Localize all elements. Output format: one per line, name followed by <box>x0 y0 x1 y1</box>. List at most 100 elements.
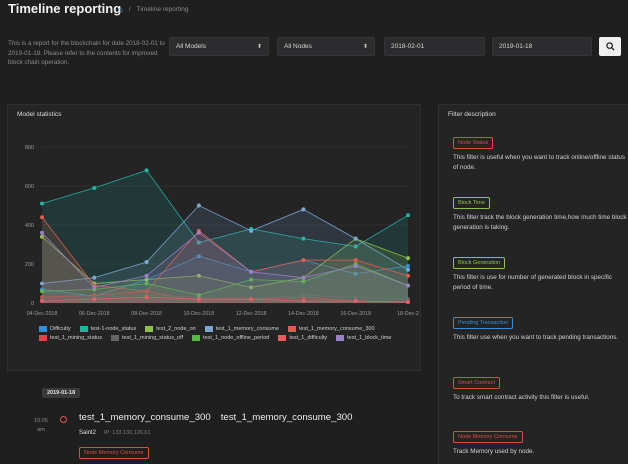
legend-item[interactable]: test_2_node_on <box>145 325 196 333</box>
data-point <box>144 273 149 278</box>
filter-tag[interactable]: Block Time <box>453 197 490 209</box>
breadcrumb: ⌂ / Timeline reporting <box>118 5 188 14</box>
data-point <box>144 281 149 286</box>
legend-swatch <box>79 326 88 332</box>
data-point <box>144 260 149 265</box>
legend-swatch <box>288 326 296 332</box>
date-from-input[interactable]: 2018-02-01 <box>384 37 485 56</box>
model-select[interactable]: All Models ⬍ <box>169 37 269 56</box>
data-point <box>40 230 44 235</box>
legend-item[interactable]: test_1_mining_status <box>39 334 102 342</box>
series-area <box>42 291 408 303</box>
data-point <box>196 230 201 235</box>
data-point <box>249 269 254 274</box>
data-point <box>353 271 358 276</box>
legend-label: test_2_node_on <box>156 326 196 332</box>
node-select[interactable]: All Nodes ⬍ <box>277 37 375 56</box>
caret-updown-icon: ⬍ <box>256 44 262 50</box>
legend-swatch <box>110 335 119 341</box>
data-point <box>353 236 358 241</box>
breadcrumb-separator: / <box>128 6 131 13</box>
data-point <box>144 277 149 282</box>
data-point <box>301 236 306 241</box>
filter-panel-title: Filter description <box>448 111 496 118</box>
data-point <box>196 273 201 278</box>
filter-tag[interactable]: Node Memory Consume <box>453 431 523 443</box>
filter-item: Pending Transaction This filter use when … <box>453 317 627 343</box>
data-point <box>196 254 201 259</box>
legend-item[interactable]: test_1_memory_consume <box>204 325 279 333</box>
series-line <box>41 236 409 288</box>
series-area <box>42 264 408 303</box>
date-to-value: 2019-01-18 <box>499 43 533 50</box>
page-title: Timeline reporting <box>8 1 122 16</box>
timeline-title-b: test_1_memory_consume_300 <box>220 412 353 423</box>
legend-item[interactable]: test_1_block_time <box>336 334 391 342</box>
legend-swatch <box>39 335 47 341</box>
search-button[interactable] <box>599 37 621 56</box>
x-tick-label: 16-Dec-2018 <box>340 311 371 317</box>
report-intro: This is a report for the blockchain for … <box>8 40 165 67</box>
filter-tag[interactable]: Node Status <box>453 137 494 149</box>
legend-swatch <box>145 326 154 332</box>
legend-item[interactable]: Difficulty <box>39 325 71 333</box>
timeline-tag[interactable]: Node Memory Consume <box>79 447 149 459</box>
timeline-time-ampm: am <box>37 427 45 433</box>
legend-item[interactable]: test_1_memory_consume_300 <box>288 325 375 333</box>
data-point <box>406 283 410 288</box>
legend-label: test_1_block_time <box>347 335 392 341</box>
legend-item[interactable]: test_1_node_offline_period <box>192 334 269 342</box>
series-line <box>41 296 409 303</box>
data-point <box>196 293 201 298</box>
home-icon[interactable]: ⌂ <box>118 5 123 14</box>
legend-label: test_1_memory_consume_300 <box>299 326 375 332</box>
timeline-time: 10:05 am <box>34 417 48 435</box>
legend-label: test_1_mining_status <box>50 335 102 341</box>
data-point <box>196 203 201 208</box>
data-point <box>196 297 201 302</box>
data-point <box>301 293 306 298</box>
legend-swatch <box>278 335 287 341</box>
filter-description: To track smart contract activity this fi… <box>453 394 590 401</box>
legend-label: test_1_mining_status_off <box>121 335 184 341</box>
filter-tag[interactable]: Smart Contract <box>453 377 500 389</box>
data-point <box>144 168 149 173</box>
data-point <box>406 263 410 268</box>
filter-item: Node Status This filter is useful when yo… <box>453 137 627 173</box>
data-point <box>301 207 306 212</box>
data-point <box>40 215 44 220</box>
data-point <box>92 275 97 280</box>
chart-legend: Difficulty test-1-node_status test_2_node_… <box>39 325 419 342</box>
y-tick-label: 0 <box>31 301 34 307</box>
legend-item[interactable]: test_1_mining_status_off <box>110 334 184 342</box>
data-point <box>406 213 410 218</box>
legend-label: test-1-node_status <box>90 326 137 332</box>
filter-description-panel: Filter description Node Status This filte… <box>438 104 628 464</box>
series-line <box>41 204 409 284</box>
model-select-value: All Models <box>176 43 206 50</box>
filter-tag[interactable]: Pending Transaction <box>453 317 514 329</box>
legend-swatch <box>204 326 213 332</box>
date-to-input[interactable]: 2019-01-18 <box>492 37 592 56</box>
legend-swatch <box>192 335 201 341</box>
data-point <box>249 228 254 233</box>
filter-tag[interactable]: Block Generation <box>453 257 506 269</box>
filter-description: This filter is useful when you want to t… <box>453 154 626 171</box>
data-point <box>353 299 358 304</box>
model-statistics-panel: Model statistics 0 200 400 600 800 04-Dec-201… <box>7 104 421 371</box>
series-line <box>41 255 409 297</box>
timeline-date-badge: 2019-01-18 <box>42 388 81 398</box>
legend-item[interactable]: test_1_difficulty <box>278 334 327 342</box>
data-point <box>301 299 306 304</box>
filter-item: Block Time This filter track the block ge… <box>453 197 627 233</box>
data-point <box>406 267 410 272</box>
data-point <box>92 185 97 190</box>
x-tick-label: 08-Dec-2018 <box>131 311 162 317</box>
x-tick-label: 14-Dec-2018 <box>288 311 319 317</box>
data-point <box>144 295 149 300</box>
node-select-value: All Nodes <box>284 43 312 50</box>
data-point <box>249 297 254 302</box>
y-tick-label: 600 <box>25 184 34 190</box>
legend-item[interactable]: test-1-node_status <box>79 325 137 333</box>
data-point <box>301 258 306 263</box>
